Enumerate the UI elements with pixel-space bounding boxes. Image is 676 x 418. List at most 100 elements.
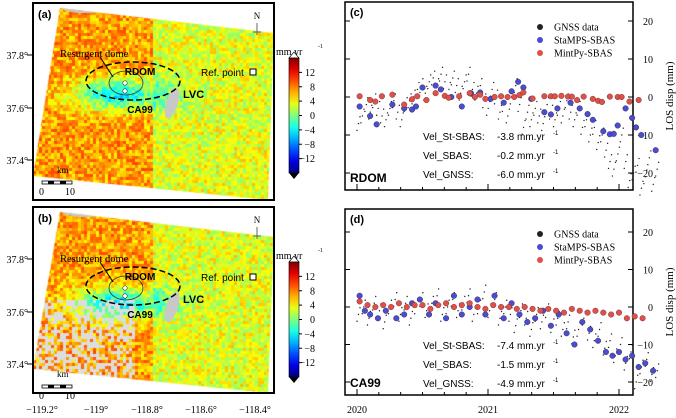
gnss-point — [592, 133, 594, 135]
gnss-point — [432, 295, 435, 298]
gnss-point — [609, 160, 611, 163]
gnss-point — [475, 92, 478, 94]
stamps-point — [443, 315, 450, 322]
gnss-point — [637, 374, 639, 376]
station-label-rdom: RDOM — [125, 272, 156, 283]
stamps-point — [367, 311, 374, 318]
gnss-point — [499, 317, 501, 319]
gnss-point — [373, 302, 375, 304]
gnss-point — [361, 313, 363, 315]
gnss-point — [639, 194, 641, 196]
gnss-point — [473, 313, 475, 316]
stamps-point — [356, 103, 363, 110]
gnss-point — [508, 108, 511, 110]
stamps-point — [412, 103, 419, 110]
legend-label: StaMPS-SBAS — [554, 36, 615, 47]
mintpy-point — [576, 307, 583, 314]
gnss-point — [525, 317, 527, 319]
velocity-value: -7.4 mm.yr — [497, 341, 545, 352]
mintpy-point — [458, 302, 465, 309]
gnss-point — [628, 179, 631, 182]
gnss-point — [581, 126, 584, 129]
legend-label: MintPy-SBAS — [554, 256, 612, 267]
gnss-point — [576, 335, 578, 337]
gnss-point — [591, 127, 593, 129]
gnss-point — [401, 119, 403, 121]
stamps-point — [622, 105, 629, 112]
gnss-point — [471, 88, 474, 91]
gnss-point — [432, 77, 434, 79]
gnss-point — [585, 119, 588, 121]
gnss-point — [643, 182, 645, 185]
gnss-point — [630, 173, 632, 175]
gnss-point — [427, 303, 429, 305]
gnss-point — [525, 118, 527, 120]
gnss-point — [494, 298, 496, 301]
gnss-point — [382, 108, 385, 110]
gnss-point — [526, 111, 529, 113]
scale-tick: 10 — [65, 187, 75, 198]
gnss-point — [636, 164, 639, 167]
mintpy-point — [471, 93, 478, 100]
gnss-point — [411, 310, 414, 313]
colorbar-unit-sup: -1 — [318, 248, 323, 254]
lat-tick-label: 37.6° — [7, 308, 29, 319]
gnss-point — [445, 74, 448, 76]
stamps-point — [491, 292, 498, 299]
gnss-point — [410, 93, 412, 95]
gnss-point — [618, 146, 621, 148]
mintpy-point — [456, 93, 463, 100]
mintpy-point — [411, 302, 418, 309]
colorbar-tick-label: −4 — [304, 125, 315, 136]
gnss-point — [378, 310, 381, 312]
colorbar-tick-label: 0 — [310, 315, 315, 326]
mintpy-point — [356, 298, 363, 305]
gnss-point — [537, 307, 539, 309]
gnss-point — [550, 331, 552, 334]
gnss-point — [424, 316, 426, 319]
gnss-point — [375, 93, 377, 95]
mintpy-point — [618, 93, 625, 100]
mintpy-point — [367, 97, 374, 104]
colorbar-tick-label: 8 — [310, 286, 315, 297]
stamps-point — [622, 356, 629, 363]
gnss-point — [568, 118, 570, 120]
panel-label: (d) — [350, 214, 364, 226]
gnss-point — [378, 100, 381, 103]
gnss-point — [597, 141, 599, 144]
gnss-point — [619, 343, 622, 346]
gnss-point — [399, 313, 402, 316]
gnss-point — [407, 106, 409, 109]
mintpy-point — [520, 89, 527, 96]
gnss-point — [422, 292, 424, 294]
gnss-point — [617, 153, 619, 155]
gnss-point — [654, 376, 657, 379]
gnss-point — [606, 142, 609, 145]
mintpy-point — [498, 93, 505, 100]
gnss-point — [410, 317, 412, 319]
gnss-point — [465, 74, 467, 76]
gnss-point — [635, 171, 637, 173]
gnss-point — [430, 84, 433, 86]
mintpy-point — [395, 300, 402, 307]
gnss-point — [408, 324, 411, 326]
stamps-point — [500, 99, 507, 106]
gnss-point — [467, 73, 470, 75]
gnss-point — [598, 328, 601, 331]
gnss-point — [536, 100, 538, 103]
gnss-point — [356, 320, 358, 322]
gnss-point — [555, 324, 557, 326]
y-tick-label: 20 — [643, 17, 653, 28]
mintpy-point — [592, 307, 599, 314]
stamps-point — [409, 106, 416, 113]
stamps-point — [458, 311, 465, 318]
mintpy-point — [553, 307, 560, 314]
mintpy-point — [364, 302, 371, 309]
gnss-point — [639, 373, 641, 375]
gnss-point — [363, 108, 365, 110]
stamps-point — [426, 311, 433, 318]
gnss-point — [501, 110, 504, 113]
gnss-point — [588, 141, 590, 143]
gnss-point — [385, 119, 387, 121]
